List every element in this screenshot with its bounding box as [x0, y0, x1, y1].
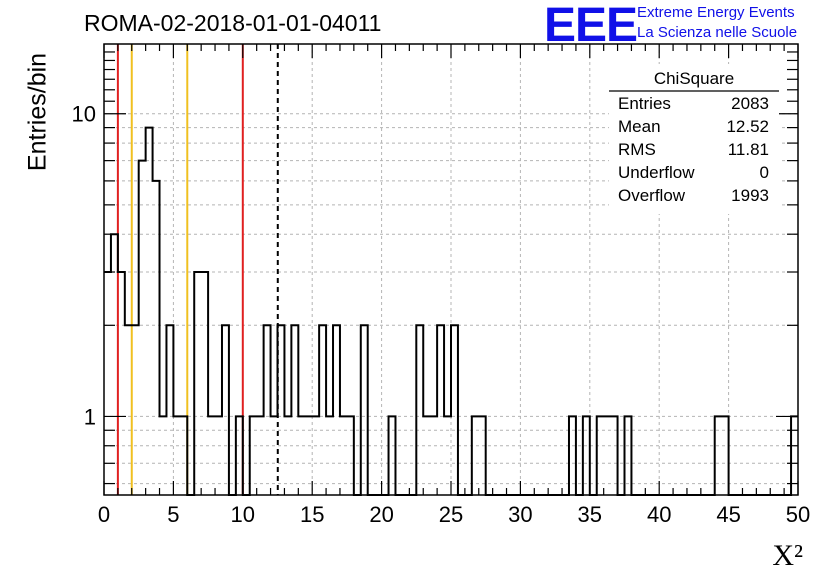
stats-row-value: 12.52: [726, 117, 769, 136]
x-tick-label: 40: [647, 502, 671, 527]
y-tick-label: 1: [84, 404, 96, 429]
x-tick-label: 20: [369, 502, 393, 527]
stats-box-title: ChiSquare: [654, 69, 734, 88]
x-tick-label: 15: [300, 502, 324, 527]
stats-row-value: 0: [760, 163, 769, 182]
stats-row-value: 11.81: [728, 140, 769, 159]
stats-row-label: Mean: [618, 117, 661, 136]
axis-ticks: 0 5 10 15 20 25 30 35 40 45 50 1 10: [72, 44, 810, 527]
x-tick-label: 10: [231, 502, 255, 527]
x-tick-label: 0: [98, 502, 110, 527]
reference-lines: [116, 44, 279, 495]
x-tick-label: 5: [167, 502, 179, 527]
stats-row-label: Overflow: [618, 186, 686, 205]
stats-row-label: Entries: [618, 94, 671, 113]
x-tick-label: 35: [578, 502, 602, 527]
logo-line-1: Extreme Energy Events: [637, 4, 795, 21]
stats-row-value: 1993: [731, 186, 769, 205]
x-tick-label: 30: [508, 502, 532, 527]
stats-row-label: RMS: [618, 140, 656, 159]
stats-row-label: Underflow: [618, 163, 695, 182]
x-tick-label: 50: [786, 502, 810, 527]
chart-title: ROMA-02-2018-01-01-04011: [84, 10, 382, 36]
stats-row-value: 2083: [731, 94, 769, 113]
y-tick-label: 10: [72, 102, 96, 127]
x-tick-label: 25: [439, 502, 463, 527]
logo-line-2: La Scienza nelle Scuole: [637, 24, 798, 41]
x-tick-label: 45: [716, 502, 740, 527]
x-axis-label: X²: [772, 539, 803, 572]
stats-box: ChiSquare Entries 2083 Mean 12.52 RMS 11.81 Und…: [609, 64, 779, 214]
